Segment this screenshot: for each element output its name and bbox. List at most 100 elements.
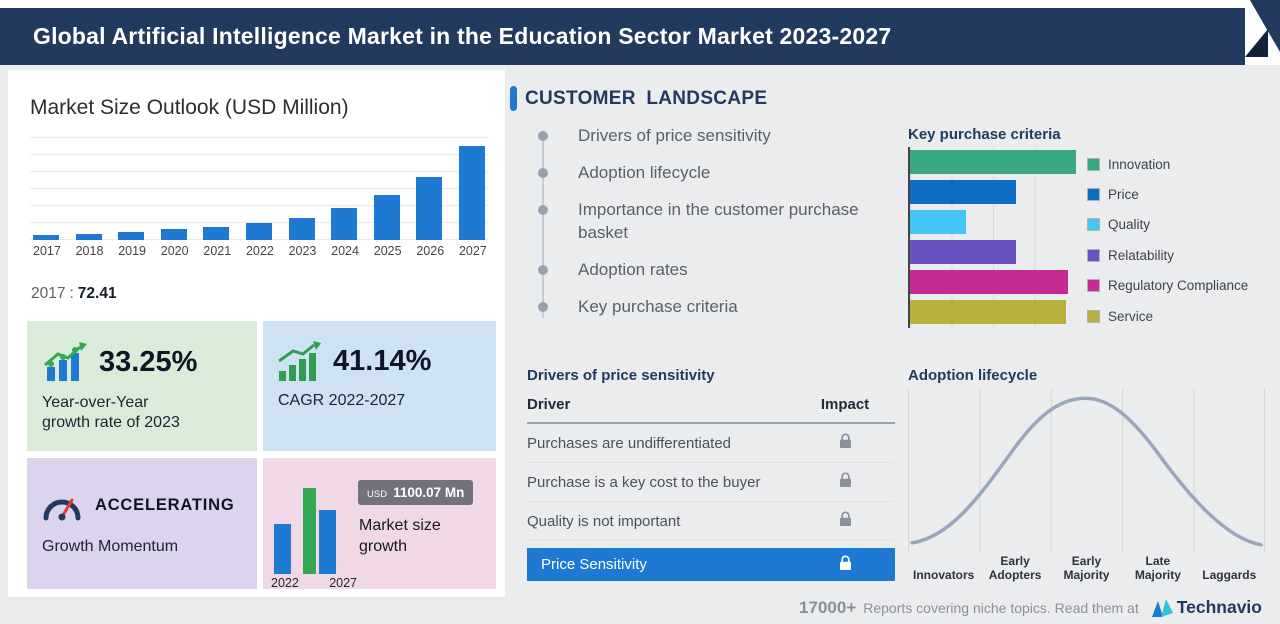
market-size-chart — [30, 136, 488, 240]
mini-group-2022 — [274, 524, 291, 574]
market-outlook-title: Market Size Outlook (USD Million) — [30, 96, 349, 119]
market-size-bar — [75, 234, 102, 240]
momentum-value: ACCELERATING — [95, 495, 235, 514]
market-chart-bars — [30, 136, 488, 240]
market-size-growth-label: Market size growth — [359, 516, 441, 558]
cagr-card: 41.14% CAGR 2022-2027 — [263, 321, 496, 451]
highlight-lock — [795, 555, 895, 575]
momentum-row: ACCELERATING — [27, 458, 257, 522]
trend-arrow-chart-icon — [277, 341, 321, 381]
timeline-dot-icon — [538, 168, 548, 178]
timeline-dot-icon — [538, 205, 548, 215]
lifecycle-labels: Innovators Early Adopters Early Majority La… — [908, 554, 1265, 583]
price-sensitivity-title: Drivers of price sensitivity — [527, 367, 715, 384]
criteria-bar — [910, 210, 967, 234]
criteria-bar — [910, 150, 1076, 174]
highlight-label: Price Sensitivity — [541, 556, 647, 573]
driver-label: Purchase is a key cost to the buyer — [527, 473, 761, 491]
yoy-stat-row: 33.25% — [27, 321, 257, 383]
landscape-list-item: Drivers of price sensitivity — [537, 124, 882, 147]
amount-value: 1100.07 Mn — [393, 485, 465, 500]
label-line-1: Market size — [359, 517, 441, 534]
year-tick-label: 2024 — [331, 244, 359, 258]
timeline-dot-icon — [538, 131, 548, 141]
legend-swatch-icon — [1088, 280, 1099, 292]
technavio-logo-icon — [1151, 598, 1173, 617]
legend-label: Relatability — [1108, 247, 1175, 263]
legend-item: Service — [1088, 301, 1273, 331]
growth-momentum-card: ACCELERATING Growth Momentum — [27, 458, 257, 589]
footer: 17000+ Reports covering niche topics. Re… — [799, 597, 1262, 618]
key-purchase-criteria-chart — [908, 147, 1076, 328]
market-size-bar — [288, 218, 315, 240]
landscape-item-label: Adoption rates — [578, 260, 688, 279]
footer-text: Reports covering niche topics. Read them… — [863, 599, 1139, 616]
year-tick-label: 2018 — [75, 244, 104, 258]
lifecycle-stage-label: Innovators — [913, 567, 975, 582]
driver-column-header: Driver — [527, 396, 571, 413]
market-size-bar — [203, 227, 230, 240]
legend-swatch-icon — [1088, 310, 1099, 322]
impact-column-header: Impact — [820, 396, 870, 413]
market-size-bar — [331, 208, 358, 240]
baseline-separator: : — [69, 285, 74, 302]
year-tick-label: 2019 — [118, 244, 146, 258]
legend-item: Regulatory Compliance — [1088, 271, 1273, 301]
baseline-amount: 72.41 — [77, 285, 117, 302]
legend-item: Quality — [1088, 210, 1273, 240]
criteria-bar — [910, 180, 1017, 204]
label-line-1: Year-over-Year — [42, 394, 149, 411]
year-tick-label: 2023 — [288, 244, 317, 258]
yoy-growth-label: Year-over-Year growth rate of 2023 — [27, 383, 257, 434]
mini-bar-growth — [303, 488, 316, 574]
lifecycle-stage-label: Early Majority — [1063, 554, 1110, 582]
market-size-bar — [458, 146, 485, 240]
criteria-bar — [910, 270, 1068, 294]
legend-label: Quality — [1108, 217, 1151, 233]
legend-item: Price — [1088, 179, 1273, 209]
market-size-bar — [245, 223, 272, 240]
year-tick-label: 2027 — [458, 244, 487, 258]
year-tick-label: 2021 — [203, 244, 232, 258]
landscape-item-label: Drivers of price sensitivity — [578, 126, 771, 145]
mini-bar-2027 — [319, 510, 336, 574]
kpc-legend: Innovation Price Quality Relatability Regula… — [1088, 149, 1273, 331]
legend-swatch-icon — [1088, 189, 1099, 201]
market-size-growth-card: 2022 2027 USD 1100.07 Mn Market size gro… — [263, 458, 496, 590]
customer-landscape-list: Drivers of price sensitivity Adoption lif… — [537, 124, 882, 332]
legend-item: Relatability — [1088, 240, 1273, 270]
market-size-bar — [118, 232, 145, 240]
mini-bar-2022 — [274, 524, 291, 574]
landscape-list-item: Importance in the customer purchase bask… — [537, 198, 882, 244]
customer-landscape-title: CUSTOMER LANDSCAPE — [525, 88, 768, 109]
growth-mini-chart — [274, 470, 336, 574]
yoy-growth-value: 33.25% — [99, 345, 198, 378]
usd-amount-badge: USD 1100.07 Mn — [358, 480, 474, 505]
page-title: Global Artificial Intelligence Market in… — [33, 23, 892, 49]
report-count: 17000+ — [799, 597, 857, 617]
price-sensitivity-highlight-row: Price Sensitivity — [527, 548, 895, 581]
label-line-2: growth rate of 2023 — [42, 414, 180, 432]
mini-chart-years: 2022 2027 — [271, 576, 357, 590]
criteria-bar — [910, 240, 1017, 264]
mini-year-start: 2022 — [271, 576, 299, 590]
year-tick-label: 2022 — [245, 244, 274, 258]
yoy-growth-card: 33.25% Year-over-Year growth rate of 202… — [27, 321, 257, 451]
brand-name: Technavio — [1176, 597, 1262, 617]
adoption-lifecycle-chart — [908, 389, 1265, 553]
landscape-item-label: Importance in the customer purchase bask… — [578, 200, 859, 242]
price-sensitivity-table: Driver Impact Purchases are undifferenti… — [527, 396, 895, 581]
year-tick-label: 2025 — [373, 244, 402, 258]
landscape-item-label: Adoption lifecycle — [578, 163, 711, 182]
speedometer-icon — [41, 488, 83, 522]
landscape-list-item: Key purchase criteria — [537, 295, 882, 318]
baseline-note: 2017:72.41 — [31, 285, 117, 303]
landscape-item-label: Key purchase criteria — [578, 297, 738, 316]
landscape-list-item: Adoption rates — [537, 258, 882, 281]
legend-swatch-icon — [1088, 158, 1099, 170]
driver-row: Quality is not important — [527, 502, 895, 541]
lock-icon — [795, 472, 895, 492]
mini-year-end: 2027 — [329, 576, 357, 590]
corner-fold-decoration — [1245, 29, 1268, 57]
